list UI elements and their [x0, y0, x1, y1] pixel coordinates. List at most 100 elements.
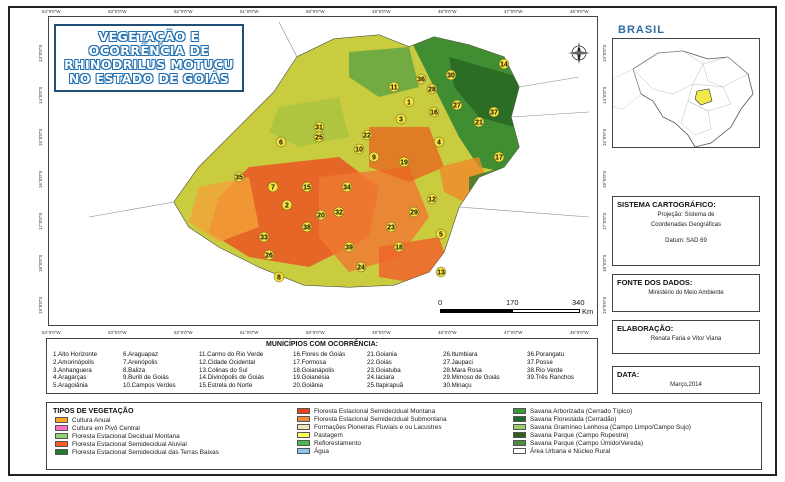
- municipality-marker: [428, 106, 440, 118]
- bottom-coord-label: 51°0'0"W: [240, 330, 259, 335]
- scale-segment-1: [440, 309, 512, 313]
- municipality-marker: [315, 209, 327, 221]
- municipio-item: 27.Jaupaci: [443, 358, 473, 366]
- municipios-column: 6.Araguapaz 7.Arenópolis 8.Baliza 9.Buriti …: [123, 351, 176, 390]
- municipios-column: 21.Goiania 22.Goiás 23.Goiatuba 24.Iaciara 2…: [367, 351, 403, 390]
- municipality-marker-label: 10: [355, 147, 363, 154]
- municipios-box: MUNICÍPIOS COM OCORRÊNCIA: 1.Alto Horizo…: [46, 338, 598, 394]
- vegetation-swatch: [513, 408, 526, 414]
- municipio-item: 2.Amorinópolis: [53, 358, 94, 366]
- vegetation-label: Floresta Estacional Semidecidual Aluvial: [72, 440, 187, 448]
- municipality-marker-label: 34: [343, 185, 351, 192]
- neighbor-state-lines: [88, 21, 590, 218]
- municipality-marker-label: 36: [417, 77, 425, 84]
- map-title-line-4: NO ESTADO DE GOIÁS: [68, 71, 230, 86]
- municipality-marker: [398, 156, 410, 168]
- municipio-item: 10.Campos Verdes: [123, 382, 176, 390]
- vegetation-swatch: [513, 416, 526, 422]
- vegetation-legend-item: Savana Arborizada (Cerrado Típico): [513, 407, 691, 415]
- municipality-marker-label: 31: [315, 125, 323, 132]
- municipality-marker: [473, 116, 485, 128]
- municipio-item: 4.Aragarças: [53, 374, 87, 382]
- vegetation-swatch: [55, 441, 68, 447]
- vegetation-legend-item: Água: [297, 447, 447, 455]
- vegetation-patches: [174, 35, 519, 287]
- municipality-marker: [267, 181, 279, 193]
- municipality-marker: [393, 241, 405, 253]
- municipality-marker: [385, 221, 397, 233]
- left-coord-label: 19°0'0"S: [38, 296, 43, 314]
- municipio-item: 20.Goiânia: [293, 382, 323, 390]
- vegetation-legend-item: Savana Gramíneo Lenhosa (Campo Limpo/Cam…: [513, 423, 691, 431]
- municipality-marker: [361, 129, 373, 141]
- left-coord-label: 17°0'0"S: [38, 212, 43, 230]
- vegetation-swatch: [513, 424, 526, 430]
- municipality-marker-label: 1: [407, 100, 411, 107]
- fonte-heading: FONTE DOS DADOS:: [617, 278, 693, 287]
- municipality-marker: [415, 73, 427, 85]
- vegetation-legend-item: Savana Parque (Campo Rupestre): [513, 431, 691, 439]
- right-coord-label: 14°0'0"S: [602, 86, 607, 104]
- vegetation-label: Água: [314, 447, 329, 455]
- municipality-marker-label: 33: [260, 235, 268, 242]
- vegetation-legend-item: Floresta Estacional Semidecidual Montana: [297, 407, 447, 415]
- municipality-marker: [493, 151, 505, 163]
- municipality-marker: [301, 221, 313, 233]
- vegetation-label: Área Urbana e Núcleo Rural: [530, 447, 611, 455]
- municipality-marker: [488, 106, 500, 118]
- vegetation-label: Pastagem: [314, 431, 343, 439]
- municipality-marker: [368, 151, 380, 163]
- inset-title: BRASIL: [618, 24, 665, 36]
- municipality-marker-label: 22: [363, 133, 371, 140]
- vegetation-legend-item: Pastagem: [297, 431, 447, 439]
- municipios-column: 36.Porangatu 37.Posse 38.Rio Verde 39.Três …: [527, 351, 574, 382]
- scale-label-0: 0: [438, 298, 443, 307]
- brasil-outline: [613, 50, 754, 147]
- map-title-line-2: OCORRÊNCIA DE: [88, 43, 210, 58]
- municipality-marker-label: 21: [475, 120, 483, 127]
- vegetation-column: Cultura Anual Cultura em Pivô Central Flor…: [55, 416, 219, 456]
- municipality-marker-label: 12: [428, 197, 436, 204]
- right-coord-label: 13°0'0"S: [602, 44, 607, 62]
- municipality-marker: [451, 99, 463, 111]
- scale-bar: 0 170 340 Km: [436, 298, 596, 324]
- vegetation-label: Savana Parque (Campo Úmido/Vereda): [530, 439, 643, 447]
- municipality-marker-label: 23: [387, 225, 395, 232]
- left-coord-label: 13°0'0"S: [38, 44, 43, 62]
- municipios-column: 26.Itumbiara 27.Jaupaci 28.Mara Rosa 29.Mim…: [443, 351, 500, 390]
- vegetation-swatch: [513, 432, 526, 438]
- map-title-box: VEGETAÇÃO E OCORRÊNCIA DE RHINODRILUS MO…: [54, 24, 244, 92]
- vegetation-legend-item: Savana Florestada (Cerradão): [513, 415, 691, 423]
- municipality-marker-label: 8: [277, 275, 281, 282]
- vegetation-label: Formações Pioneiras Fluviais e ou Lacust…: [314, 423, 442, 431]
- elaboracao-box: ELABORAÇÃO: Renata Faria e Vitor Viana: [612, 320, 760, 354]
- vegetation-label: Floresta Estacional Semidecidual Submont…: [314, 415, 447, 423]
- scale-label-170: 170: [506, 298, 519, 307]
- municipality-marker-label: 29: [410, 210, 418, 217]
- municipio-item: 24.Iaciara: [367, 374, 395, 382]
- sistema-datum: Datum: SAD 69: [665, 238, 707, 244]
- main-map[interactable]: 36 30 14 11 28 1 16 37 3 27 21 31 22 19 17 9 25 6 10 15 12 34…: [48, 16, 598, 326]
- vegetation-swatch: [513, 440, 526, 446]
- sistema-line-1: Projeção: Sistema de: [657, 212, 715, 218]
- top-coord-label: 54°0'0"W: [42, 9, 61, 14]
- municipality-marker: [258, 231, 270, 243]
- vegetation-legend: TIPOS DE VEGETAÇÃO Cultura Anual Cultura …: [46, 402, 762, 470]
- municipio-item: 14.Divinópolis de Goiás: [199, 374, 265, 382]
- data-text: Março,2014: [670, 382, 702, 388]
- vegetation-label: Floresta Estacional Semidecidual das Ter…: [72, 448, 219, 456]
- sistema-line-2: Coordenadas Geográficas: [650, 222, 722, 228]
- vegetation-swatch: [297, 424, 310, 430]
- brasil-inset-map[interactable]: [612, 38, 760, 148]
- municipality-marker: [426, 83, 438, 95]
- vegetation-swatch: [297, 448, 310, 454]
- municipality-marker: [498, 58, 510, 70]
- municipio-item: 22.Goiás: [367, 358, 392, 366]
- municipio-item: 37.Posse: [527, 358, 553, 366]
- municipio-item: 11.Carmo do Rio Verde: [199, 351, 264, 358]
- municipality-marker-label: 3: [399, 117, 403, 124]
- municipality-marker: [435, 228, 447, 240]
- vegetation-label: Savana Parque (Campo Rupestre): [530, 431, 629, 439]
- municipality-marker-label: 25: [315, 135, 323, 142]
- municipio-item: 17.Formosa: [293, 358, 327, 366]
